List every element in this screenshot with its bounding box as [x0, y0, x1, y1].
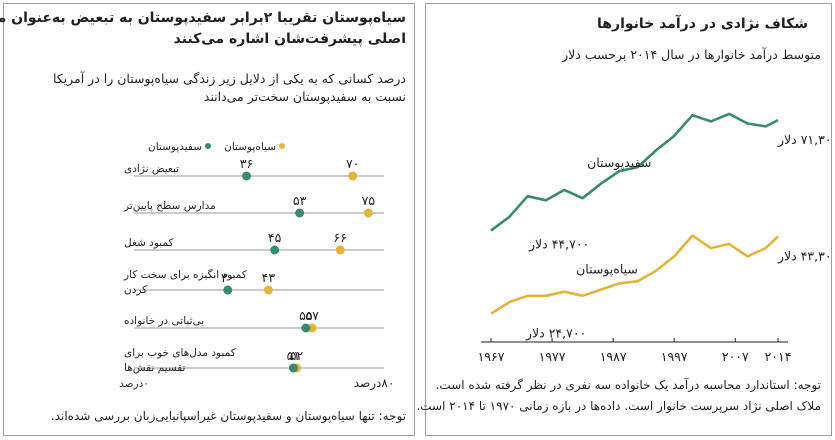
dot-white [301, 323, 311, 333]
value-label-white: ۳۶ [240, 156, 253, 171]
value-label-black: ۷۵ [362, 193, 376, 208]
dot-white [223, 285, 233, 295]
dot-black [348, 171, 358, 181]
dot-white [295, 208, 305, 218]
category-label: مدارس سطح پایین‌تر [123, 200, 216, 212]
legend-black-label: سیاه‌پوستان [224, 141, 276, 153]
value-label-black: ۶۶ [334, 230, 347, 245]
category-label: کردن [124, 284, 147, 296]
series-label-white: سفیدپوستان [587, 155, 651, 171]
value-label-black: ۷۰ [346, 156, 359, 171]
black-start-value: ۲۴,۷۰۰ دلار [525, 326, 586, 342]
left-title-line1: سیاه‌پوستان تقریبا ۲برابر سفیدپوستان به … [0, 10, 406, 26]
value-label-black: ۵۲ [290, 348, 304, 363]
legend-white-label: سفیدپوستان [148, 141, 202, 153]
dot-black [335, 245, 345, 255]
white-start-value: ۴۴,۷۰۰ دلار [528, 237, 589, 253]
value-label-white: ۳۰ [221, 270, 234, 285]
right-note-line1: توجه: استاندارد محاسبه درآمد یک خانواده … [435, 378, 821, 392]
category-label: بی‌ثباتی در خانواده [124, 315, 204, 327]
series-label-black: سیاه‌پوستان [576, 261, 638, 277]
left-note: توجه: تنها سیاه‌پوستان و سفیدپوستان غیرا… [50, 409, 406, 423]
x-tick-label: ۱۹۹۷ [661, 349, 688, 364]
category-label: تقسیم نقش‌ها [124, 362, 186, 374]
category-label: کمبود انگیزه برای سخت کار [123, 268, 247, 281]
dot-chart-panel: سیاه‌پوستان تقریبا ۲برابر سفیدپوستان به … [0, 3, 415, 436]
x-tick-label: ۱۹۷۷ [539, 349, 566, 364]
right-subtitle: متوسط درآمد خانوارها در سال ۲۰۱۴ برحسب د… [562, 47, 821, 62]
axis-min-label: ۰درصد [119, 378, 149, 390]
x-tick-label: ۲۰۰۷ [722, 349, 749, 364]
left-title-line2: اصلی پیشرفت‌شان اشاره می‌کنند [173, 31, 406, 47]
line-chart: ۱۹۶۷ ۱۹۷۷ ۱۹۸۷ ۱۹۹۷ ۲۰۰۷ ۲۰۱۴ سفیدپوستان سیاه‌پ… [478, 112, 831, 364]
income-chart-panel: شکاف نژادی در درآمد خانوارها متوسط درآمد… [416, 3, 832, 436]
value-label-white: ۵۱ [287, 348, 300, 363]
x-tick-label: ۱۹۸۷ [600, 349, 627, 364]
black-end-value: ۴۳,۳۰۰ دلار [777, 248, 831, 264]
value-label-white: ۵۳ [293, 193, 307, 208]
right-note-line2: ملاک اصلی نژاد سرپرست خانوار است. داده‌ه… [416, 399, 821, 413]
value-label-white: ۴۵ [268, 230, 282, 245]
category-label: کمبود مدل‌های خوب برای [124, 347, 236, 359]
legend-white-marker [205, 143, 211, 149]
value-label-black: ۵۷ [305, 308, 319, 323]
left-subtitle-line2: نسبت به سفیدپوستان سخت‌تر می‌دانند [203, 89, 406, 104]
left-subtitle-line1: درصد کسانی که به یکی از دلایل زیر زندگی … [52, 71, 406, 86]
axis-max-label: ۸۰درصد [354, 376, 395, 391]
category-label: کمبود شغل [124, 237, 174, 249]
series-line-black [490, 234, 779, 315]
white-end-value: ۷۱,۳۰۰ دلار [777, 132, 831, 148]
x-tick-label: ۲۰۱۴ [765, 349, 792, 364]
value-label-black: ۴۳ [262, 270, 276, 285]
dot-black [363, 208, 373, 218]
dot-black [263, 285, 273, 295]
right-title: شکاف نژادی در درآمد خانوارها [597, 16, 808, 32]
value-label-white: ۵۵ [299, 308, 313, 323]
dot-white [242, 171, 251, 181]
series-line-white [490, 112, 779, 232]
x-tick-label: ۱۹۶۷ [478, 349, 505, 364]
dot-white [270, 245, 280, 255]
dot-chart: سیاه‌پوستان سفیدپوستان تبعیض نژادی ۷۰ ۳۶ مدار… [119, 141, 395, 391]
dot-black [307, 323, 317, 333]
legend-black-marker [279, 143, 285, 149]
dot-white [288, 363, 298, 373]
category-label: تبعیض نژادی [124, 163, 179, 175]
